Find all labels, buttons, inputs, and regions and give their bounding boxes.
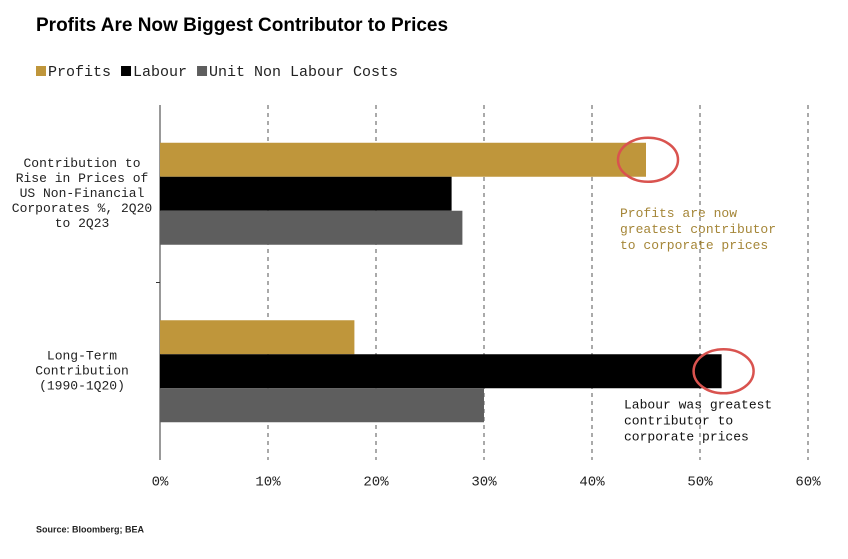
annotation: Profits are now greatest contributor to co… bbox=[620, 206, 776, 253]
highlight-circle bbox=[616, 136, 680, 183]
y-tick-label: Contribution to Rise in Prices of US Non-F… bbox=[12, 156, 152, 231]
highlight-circle bbox=[692, 348, 755, 395]
x-tick-label: 0% bbox=[152, 475, 169, 491]
legend-swatch bbox=[36, 66, 46, 76]
bar bbox=[160, 142, 646, 177]
bar bbox=[160, 176, 452, 211]
bar bbox=[160, 210, 463, 245]
x-tick-label: 30% bbox=[471, 475, 497, 491]
legend-swatch bbox=[197, 66, 208, 76]
x-tick-label: 60% bbox=[795, 475, 821, 491]
bar bbox=[160, 388, 484, 423]
source-note: Source: Bloomberg; BEA bbox=[36, 524, 145, 534]
x-tick-label: 20% bbox=[363, 475, 389, 491]
x-tick-label: 10% bbox=[255, 475, 281, 491]
x-tick-label: 50% bbox=[687, 475, 713, 491]
legend-label: Unit Non Labour Costs bbox=[209, 64, 398, 81]
legend-swatch bbox=[121, 66, 132, 76]
legend-label: Labour bbox=[133, 64, 187, 81]
x-tick-label: 40% bbox=[579, 475, 605, 491]
bar bbox=[160, 354, 722, 389]
y-tick-label: Long-Term Contribution (1990-1Q20) bbox=[35, 349, 129, 394]
annotation: Labour was greatest contributor to corpora… bbox=[624, 398, 772, 445]
legend-label: Profits bbox=[48, 64, 111, 81]
bar bbox=[160, 320, 355, 355]
chart-title: Profits Are Now Biggest Contributor to P… bbox=[36, 15, 448, 36]
